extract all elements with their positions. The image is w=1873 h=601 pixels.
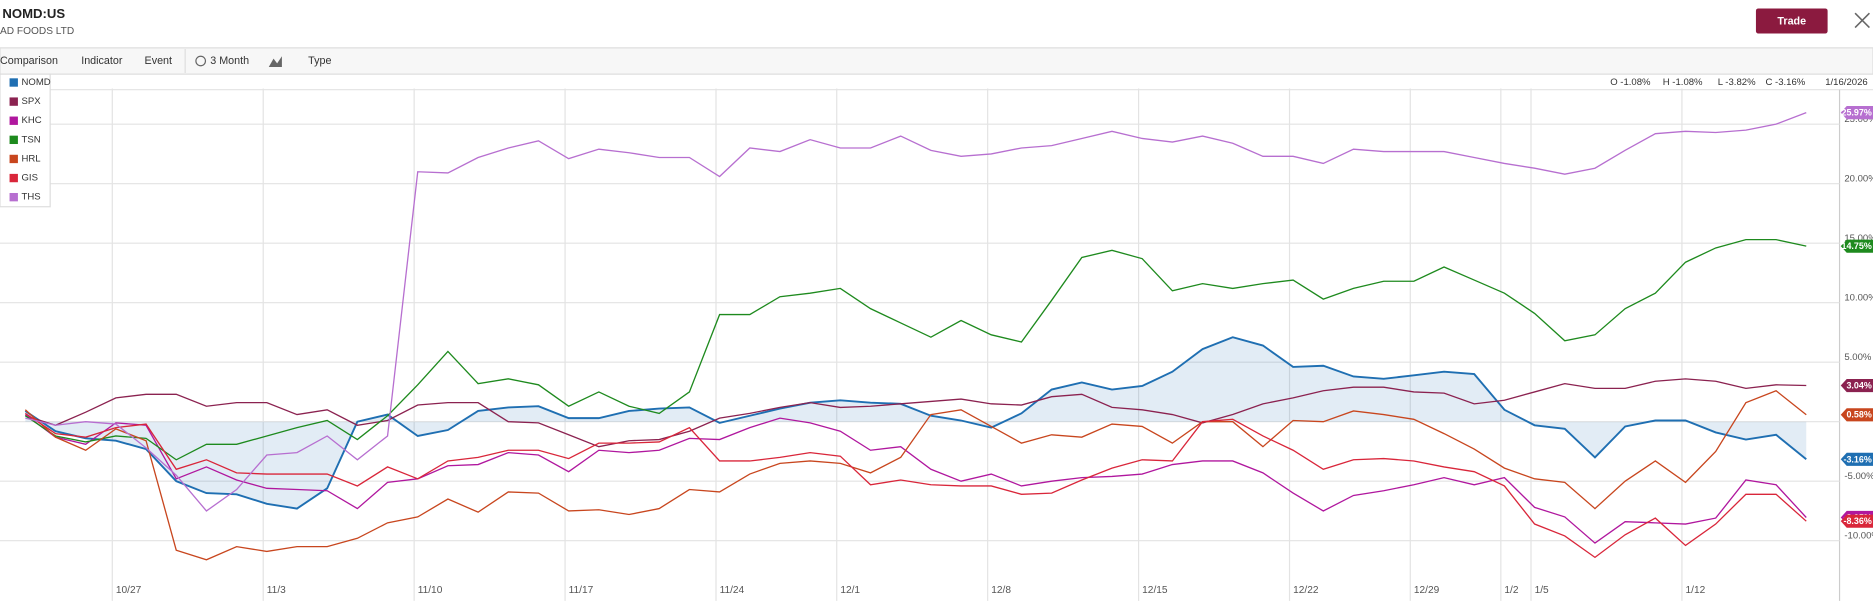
- legend-swatch: [9, 173, 18, 183]
- trade-button[interactable]: [1755, 8, 1828, 34]
- y-tick-label: -10.00%: [1844, 530, 1873, 541]
- toolbar-comparison[interactable]: Comparison: [0, 55, 58, 67]
- clock-icon: [195, 55, 207, 67]
- toolbar-range[interactable]: 3 Month: [210, 55, 249, 67]
- end-badge-label: 0.58%: [1846, 410, 1871, 420]
- toolbar-indicator[interactable]: Indicator: [81, 55, 123, 67]
- close-icon[interactable]: [1854, 12, 1870, 29]
- legend-label: TSN: [22, 134, 41, 145]
- y-tick-label: 5.00%: [1844, 352, 1872, 363]
- x-tick-label: 11/10: [418, 585, 443, 596]
- end-badge-label: -8.36%: [1843, 516, 1871, 526]
- y-tick-label: 15.00%: [1844, 233, 1873, 244]
- end-badge: [1840, 452, 1873, 466]
- end-badge-label: 14.75%: [1841, 241, 1871, 251]
- date: 1/16/2026: [1825, 77, 1867, 88]
- toolbar: [0, 47, 1873, 75]
- area: [25, 337, 1807, 509]
- legend-label: HRL: [22, 153, 41, 164]
- end-badge: [1840, 514, 1873, 528]
- x-tick-label: 11/24: [720, 585, 745, 596]
- series-line: [25, 112, 1807, 512]
- x-tick-label: 12/8: [991, 585, 1011, 596]
- end-badge: [1840, 239, 1873, 253]
- x-tick-label: 11/17: [569, 585, 594, 596]
- series-line: [25, 378, 1807, 448]
- end-badge-label: -3.16%: [1843, 454, 1871, 464]
- series-line: [24, 238, 1807, 461]
- x-tick-label: 12/1: [840, 585, 860, 596]
- x-tick-label: 10/27: [116, 585, 142, 596]
- legend-label: NOMD: [22, 77, 51, 88]
- legend-swatch: [9, 97, 18, 106]
- ohlc-close: C -3.16%: [1765, 77, 1805, 88]
- x-tick-label: 11/3: [267, 585, 286, 596]
- toolbar-event[interactable]: Event: [145, 55, 173, 67]
- legend-swatch: [9, 154, 18, 164]
- legend-label: THS: [22, 192, 41, 203]
- x-tick-label: 12/15: [1142, 585, 1168, 596]
- legend-swatch: [9, 192, 18, 202]
- chart-type-icon[interactable]: [268, 56, 282, 67]
- toolbar-type[interactable]: Type: [308, 55, 331, 67]
- end-badge-label: 25.97%: [1841, 108, 1871, 118]
- series-line: [24, 390, 1807, 561]
- y-tick-label: 10.00%: [1844, 292, 1873, 303]
- legend-label: SPX: [22, 96, 42, 107]
- ohlc-high: H -1.08%: [1663, 77, 1703, 88]
- symbol: NOMD:US: [2, 6, 65, 21]
- x-tick-label: 1/12: [1686, 585, 1706, 596]
- x-tick-label: 12/22: [1293, 585, 1319, 596]
- legend-swatch: [9, 135, 18, 145]
- x-tick-label: 1/5: [1535, 585, 1549, 596]
- ohlc-open: O -1.08%: [1610, 77, 1651, 88]
- trade-label[interactable]: Trade: [1777, 15, 1806, 27]
- legend-label: GIS: [22, 173, 38, 184]
- series-line: [24, 414, 1807, 544]
- y-tick-label: -5.00%: [1844, 471, 1873, 482]
- y-tick-label: 20.00%: [1844, 173, 1873, 184]
- legend-box: [0, 73, 51, 208]
- ohlc-low: L -3.82%: [1718, 77, 1756, 88]
- x-tick-label: 1/2: [1504, 585, 1518, 596]
- x-tick-label: 12/29: [1414, 585, 1440, 596]
- end-badge-label: 3.04%: [1846, 380, 1871, 390]
- company-name: AD FOODS LTD: [0, 26, 74, 37]
- end-badge: [1840, 106, 1873, 120]
- series-line: [24, 412, 1807, 559]
- series-line: [24, 336, 1807, 510]
- legend-swatch: [9, 78, 18, 87]
- legend-label: KHC: [22, 115, 42, 126]
- end-badge: [1840, 408, 1873, 422]
- y-tick-label: 25.00%: [1844, 114, 1873, 125]
- end-badge: [1840, 378, 1873, 393]
- legend-swatch: [9, 116, 18, 125]
